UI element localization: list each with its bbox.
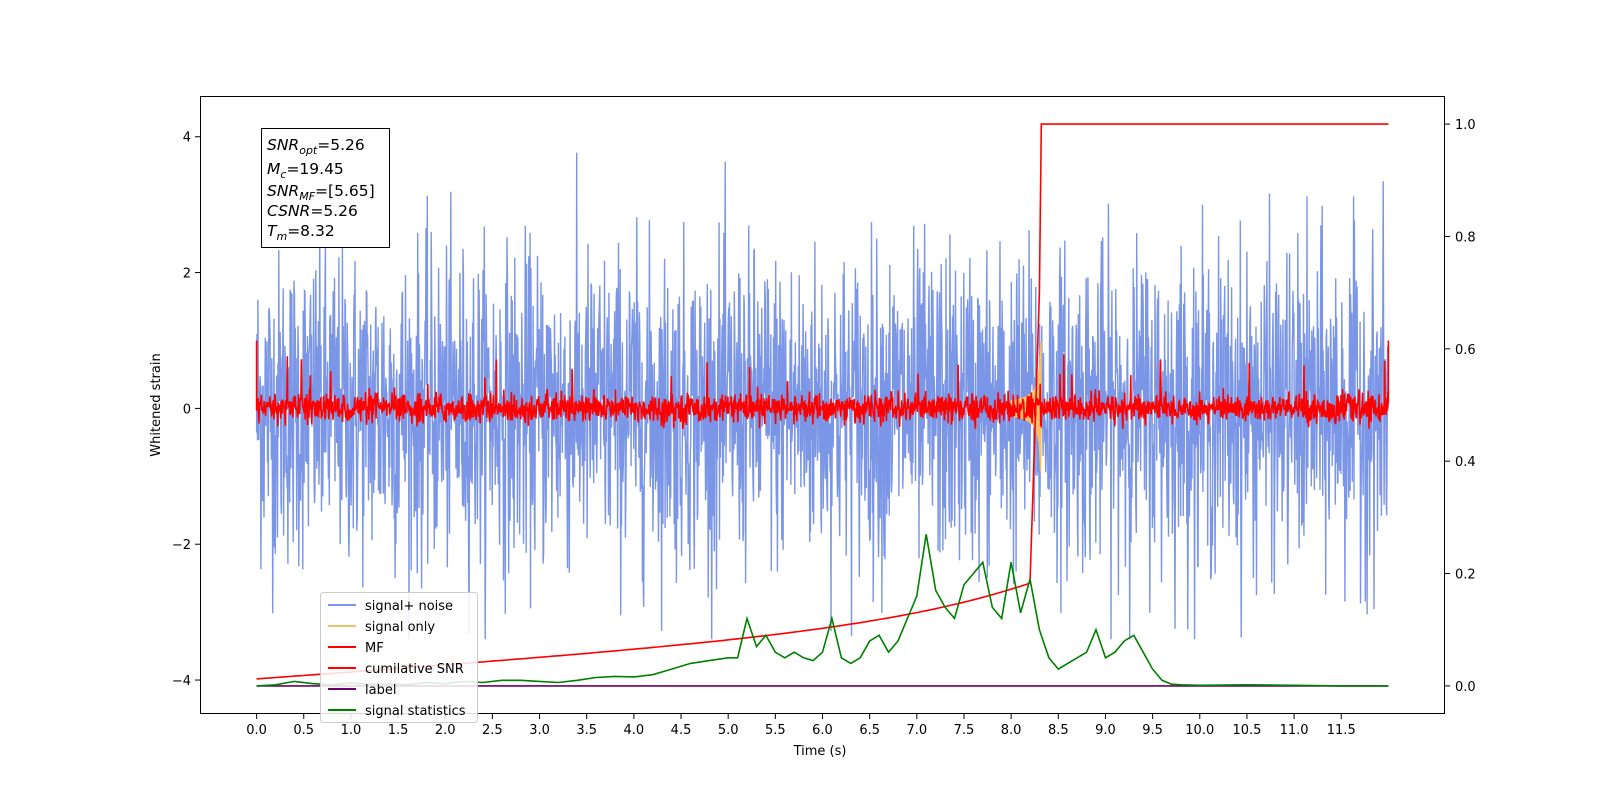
- x-tick-label: 0.5: [293, 723, 314, 738]
- x-tick-label: 1.5: [388, 723, 409, 738]
- y-axis-right: 1.0 0.8 0.6 0.4 0.2 0.0: [1445, 118, 1476, 695]
- y-right-tick-label: 0.6: [1455, 343, 1476, 358]
- x-tick-label: 3.5: [576, 723, 597, 738]
- x-tick-label: 6.5: [859, 723, 880, 738]
- y-left-tick-label: 2: [183, 267, 191, 282]
- y-right-tick-label: 0.0: [1455, 680, 1476, 695]
- axes-frame: [200, 96, 1445, 714]
- x-tick-label: 7.0: [906, 723, 927, 738]
- legend-entry: signal+ noise: [365, 599, 453, 614]
- series-signal-statistics: [256, 534, 1389, 687]
- annotation-mc: Mc=19.45: [267, 160, 344, 181]
- y-right-tick-label: 0.8: [1455, 230, 1476, 245]
- y-right-tick-label: 0.4: [1455, 455, 1476, 470]
- annotation-snr-opt: SNRopt=5.26: [267, 136, 365, 157]
- legend-entry: signal statistics: [365, 704, 466, 719]
- x-tick-label: 7.5: [954, 723, 975, 738]
- x-tick-label: 9.0: [1095, 723, 1116, 738]
- x-axis: 0.0 0.5 1.0 1.5 2.0 2.5 3.0 3.5 4.0 4.5 5.0 5.5 6.0 6…: [246, 714, 1356, 738]
- x-tick-label: 5.5: [765, 723, 786, 738]
- y-left-tick-label: −2: [172, 538, 191, 553]
- x-axis-label: Time (s): [793, 744, 847, 759]
- x-tick-label: 10.0: [1185, 723, 1214, 738]
- series-signal-noise: [255, 152, 1390, 640]
- x-tick-label: 4.5: [671, 723, 692, 738]
- annotation-box: SNRopt=5.26 Mc=19.45 SNRMF=[5.65] CSNR=5…: [261, 128, 390, 248]
- x-tick-label: 4.0: [624, 723, 645, 738]
- legend-entry: MF: [365, 641, 384, 656]
- x-tick-label: 2.5: [482, 723, 503, 738]
- series-mf: [255, 340, 1390, 429]
- legend-entry: cumilative SNR: [365, 662, 464, 677]
- y-left-tick-label: 4: [183, 131, 191, 146]
- y-right-tick-label: 0.2: [1455, 568, 1476, 583]
- x-tick-label: 11.5: [1327, 723, 1356, 738]
- legend-frame: [320, 592, 478, 723]
- annotation-tm: Tm=8.32: [267, 222, 335, 243]
- x-tick-label: 10.5: [1232, 723, 1261, 738]
- legend: signal+ noise signal only MF cumilative SNR…: [320, 592, 478, 723]
- x-tick-label: 8.5: [1048, 723, 1069, 738]
- y-right-tick-label: 1.0: [1455, 118, 1476, 133]
- y-left-tick-label: 0: [183, 402, 191, 417]
- x-tick-label: 3.0: [529, 723, 550, 738]
- annotation-snr-mf: SNRMF=[5.65]: [267, 182, 375, 203]
- x-tick-label: 2.0: [435, 723, 456, 738]
- x-tick-label: 6.0: [812, 723, 833, 738]
- x-tick-label: 0.0: [246, 723, 267, 738]
- y-axis-left: 4 2 0 −2 −4: [172, 131, 200, 689]
- x-tick-label: 8.0: [1001, 723, 1022, 738]
- legend-entry: label: [365, 683, 396, 698]
- x-tick-label: 5.0: [718, 723, 739, 738]
- y-axis-label: Whitened strain: [149, 353, 164, 456]
- annotation-csnr: CSNR=5.26: [267, 202, 358, 220]
- annotation-frame: [261, 128, 390, 248]
- x-tick-label: 9.5: [1142, 723, 1163, 738]
- y-left-tick-label: −4: [172, 674, 191, 689]
- legend-entry: signal only: [365, 620, 435, 635]
- x-tick-label: 11.0: [1280, 723, 1309, 738]
- x-tick-label: 1.0: [341, 723, 362, 738]
